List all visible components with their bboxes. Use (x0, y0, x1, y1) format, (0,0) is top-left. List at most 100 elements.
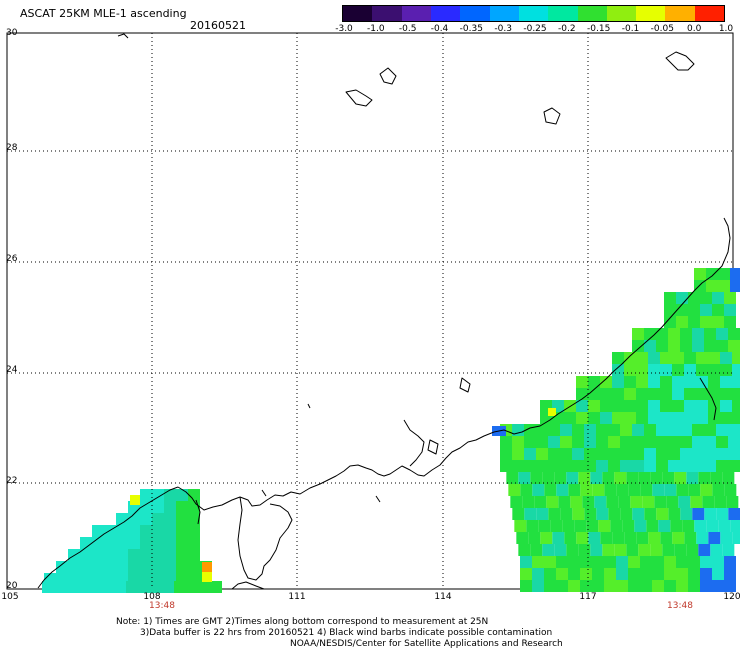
swath-cell (704, 436, 716, 448)
swath-cell (628, 580, 640, 592)
swath-cell (724, 316, 736, 328)
swath-cell (724, 292, 736, 304)
swath-cell (720, 364, 732, 376)
swath-cell (720, 388, 732, 400)
swath-cell (700, 484, 712, 496)
swath-cell (536, 448, 548, 460)
swath-cell (500, 436, 512, 448)
lat-label: 28 (6, 143, 17, 153)
swath-cell (728, 340, 740, 352)
swath-cell (92, 549, 104, 561)
swath-cell (596, 508, 608, 520)
swath-cell (572, 424, 584, 436)
swath-cell (600, 400, 612, 412)
swath-cell (732, 352, 740, 364)
swath-cell (668, 424, 680, 436)
swath-cell (548, 436, 560, 448)
swath-cell (580, 568, 592, 580)
swath-cell (128, 549, 140, 561)
swath-cell (116, 549, 128, 561)
swath-cell (618, 496, 630, 508)
swath-cell (538, 520, 550, 532)
note-line-3: NOAA/NESDIS/Center for Satellite Applica… (290, 639, 563, 649)
swath-cell (668, 508, 680, 520)
swath-cell (684, 532, 696, 544)
swath-cell (588, 412, 600, 424)
swath-cell (536, 436, 548, 448)
swath-cell (624, 412, 636, 424)
swath-cell (680, 424, 692, 436)
swath-cell (724, 568, 736, 580)
swath-cell (636, 388, 648, 400)
swath-cell (614, 544, 626, 556)
swath-cell (688, 316, 700, 328)
swath-cell (692, 436, 704, 448)
swath-cell (712, 556, 724, 568)
swath-cell (652, 580, 664, 592)
swath-cell (140, 513, 152, 525)
swath-cell (152, 513, 164, 525)
swath-cell (656, 424, 668, 436)
swath-cell (152, 525, 164, 537)
swath-cell (66, 581, 78, 593)
swath-cell (210, 581, 222, 593)
swath-cell (678, 496, 690, 508)
swath-cell (556, 484, 568, 496)
swath-cell (664, 484, 676, 496)
swath-cell (648, 388, 660, 400)
swath-cell (140, 561, 152, 573)
swath-cell (712, 484, 724, 496)
lat-label: 20 (6, 581, 17, 591)
swath-cell (684, 376, 696, 388)
swath-cell (128, 561, 140, 573)
swath-cell (188, 537, 200, 549)
swath-cell (536, 508, 548, 520)
swath-cell (78, 581, 90, 593)
swath-cell (176, 489, 188, 501)
swath-cell (114, 581, 126, 593)
swath-cell (698, 472, 710, 484)
swath-cell (588, 532, 600, 544)
swath-cell (720, 400, 732, 412)
swath-cell (596, 460, 608, 472)
swath-cell (532, 484, 544, 496)
swath-cell (638, 544, 650, 556)
swath-cell (602, 472, 614, 484)
note-line-2: 3)Data buffer is 22 hrs from 20160521 4)… (140, 628, 552, 638)
swath-cell (664, 556, 676, 568)
swath-cell (516, 532, 528, 544)
swath-cell (92, 561, 104, 573)
swath-cell (724, 580, 736, 592)
swath-cell (632, 436, 644, 448)
lat-label: 26 (6, 254, 17, 264)
swath-cell (732, 412, 740, 424)
swath-cell (662, 544, 674, 556)
swath-cell (716, 436, 728, 448)
swath-cell (600, 376, 612, 388)
swath-cell (716, 424, 728, 436)
swath-cell (80, 561, 92, 573)
swath-cell (676, 556, 688, 568)
swath-cell (116, 525, 128, 537)
swath-cell (652, 568, 664, 580)
swath-cell (672, 400, 684, 412)
swath-cell (610, 520, 622, 532)
swath-cell (648, 412, 660, 424)
swath-cell (656, 448, 668, 460)
swath-cell (54, 581, 66, 593)
swath-cell (680, 340, 692, 352)
swath-cell (688, 292, 700, 304)
swath-cell (684, 412, 696, 424)
swath-cell (568, 484, 580, 496)
swath-cell (704, 508, 716, 520)
swath-cell (548, 424, 560, 436)
swath-cell (620, 424, 632, 436)
swath-cell (704, 448, 716, 460)
swath-cell (578, 472, 590, 484)
swath-cell (722, 544, 734, 556)
swath-cell (568, 568, 580, 580)
swath-cell (700, 292, 712, 304)
swath-cell (672, 364, 684, 376)
swath-cell (608, 424, 620, 436)
swath-cell (672, 532, 684, 544)
